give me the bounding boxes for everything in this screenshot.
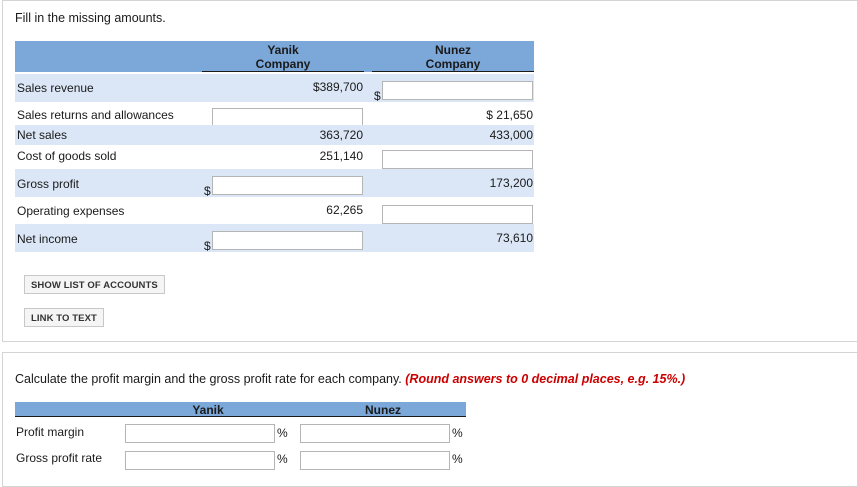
nunez-profit-margin-percent: %	[452, 426, 463, 440]
nunez-cogs-input[interactable]	[382, 150, 533, 169]
yanik-cogs: 251,140	[319, 149, 363, 163]
nunez-header-line2: Company	[425, 57, 481, 71]
ratio-calculation-panel: Calculate the profit margin and the gros…	[2, 352, 857, 487]
ratio-question-text: Calculate the profit margin and the gros…	[15, 372, 402, 386]
ratio-header-underline	[15, 416, 466, 417]
yanik-header-line1: Yanik	[267, 43, 299, 57]
header-row-gap	[364, 41, 372, 72]
cogs-label: Cost of goods sold	[17, 149, 117, 163]
yanik-profit-margin-input[interactable]	[125, 424, 275, 443]
yanik-net-sales: 363,720	[319, 128, 363, 142]
ratio-question: Calculate the profit margin and the gros…	[15, 372, 685, 386]
nunez-column-header: Nunez Company	[372, 41, 534, 72]
ratio-header-row	[15, 402, 466, 417]
nunez-operating-expenses-input[interactable]	[382, 205, 533, 224]
profit-margin-label: Profit margin	[16, 425, 85, 439]
yanik-net-income-input[interactable]	[212, 231, 363, 250]
nunez-header-underline	[372, 71, 534, 72]
net-sales-label: Net sales	[17, 128, 68, 142]
rounding-note: (Round answers to 0 decimal places, e.g.…	[405, 372, 686, 386]
nunez-gross-profit: 173,200	[489, 176, 533, 190]
yanik-sales-revenue: $389,700	[312, 80, 363, 94]
yanik-net-income-dollar: $	[204, 239, 211, 253]
nunez-gross-profit-rate-percent: %	[452, 452, 463, 466]
header-row-spacer	[15, 41, 202, 72]
net-income-label: Net income	[17, 232, 78, 246]
yanik-header-underline	[202, 71, 364, 72]
yanik-operating-expenses: 62,265	[326, 203, 363, 217]
yanik-gross-profit-rate-percent: %	[277, 452, 288, 466]
link-to-text-button[interactable]: LINK TO TEXT	[24, 308, 104, 327]
nunez-profit-margin-input[interactable]	[300, 424, 450, 443]
yanik-header-line2: Company	[255, 57, 311, 71]
row-net-sales	[15, 125, 534, 145]
ratio-nunez-header: Nunez	[365, 403, 401, 417]
nunez-sales-returns: $ 21,650	[486, 108, 533, 122]
nunez-net-sales: 433,000	[489, 128, 533, 142]
yanik-gross-profit-input[interactable]	[212, 176, 363, 195]
nunez-sales-revenue-dollar: $	[374, 89, 381, 103]
nunez-header-line1: Nunez	[435, 43, 471, 57]
yanik-gross-profit-dollar: $	[204, 184, 211, 198]
yanik-gross-profit-rate-input[interactable]	[125, 451, 275, 470]
yanik-profit-margin-percent: %	[277, 426, 288, 440]
instruction-text: Fill in the missing amounts.	[15, 11, 166, 25]
ratio-yanik-header: Yanik	[192, 403, 224, 417]
gross-profit-rate-label: Gross profit rate	[16, 451, 103, 465]
yanik-sales-returns-input[interactable]	[212, 108, 363, 127]
fill-missing-amounts-panel: Fill in the missing amounts. Yanik Compa…	[2, 0, 857, 342]
nunez-net-income: 73,610	[496, 231, 533, 245]
show-list-of-accounts-button[interactable]: SHOW LIST OF ACCOUNTS	[24, 275, 165, 294]
sales-returns-label: Sales returns and allowances	[17, 108, 174, 122]
nunez-sales-revenue-input[interactable]	[382, 81, 533, 100]
yanik-column-header: Yanik Company	[202, 41, 364, 72]
gross-profit-label: Gross profit	[17, 177, 80, 191]
sales-revenue-label: Sales revenue	[17, 81, 94, 95]
operating-expenses-label: Operating expenses	[17, 204, 125, 218]
nunez-gross-profit-rate-input[interactable]	[300, 451, 450, 470]
